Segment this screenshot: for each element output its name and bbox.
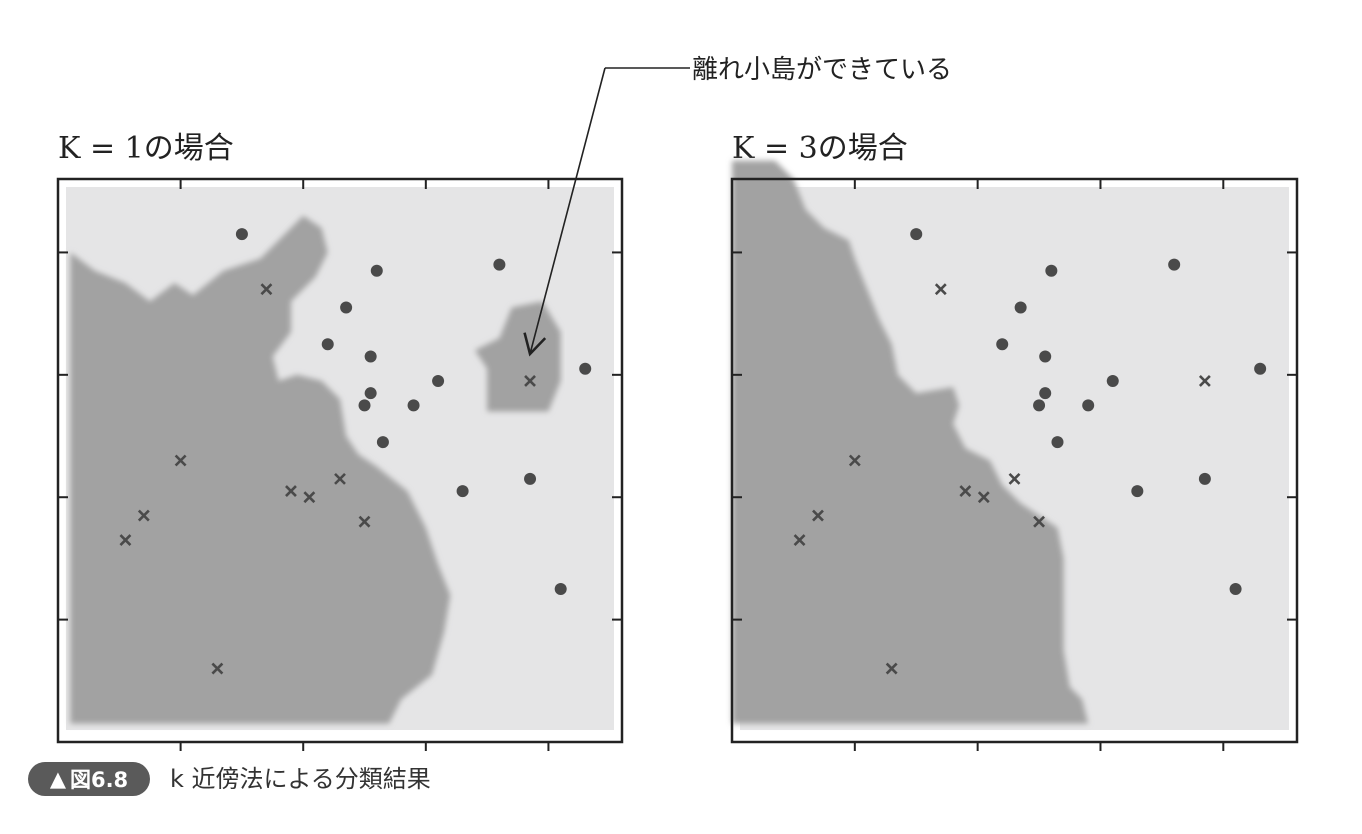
cross-point [977, 491, 990, 504]
circle-point [1229, 583, 1242, 596]
circle-point [554, 583, 567, 596]
figure-caption: k 近傍法による分類結果 [170, 765, 431, 793]
circle-point [364, 387, 377, 400]
cross-point [334, 472, 346, 485]
cross-stroke [793, 534, 806, 546]
circle-point [370, 264, 383, 277]
circle-point [1014, 301, 1027, 314]
cross-stroke [524, 375, 536, 387]
circle-point [910, 228, 923, 241]
cross-point [1008, 472, 1021, 485]
cross-point [1198, 375, 1211, 387]
cross-point [524, 375, 536, 387]
cross-stroke [211, 662, 224, 675]
cross-stroke [812, 509, 824, 522]
cross-point [358, 515, 371, 528]
figure-number-badge: ▲ 図6.8 [28, 762, 150, 796]
circle-point [432, 374, 445, 387]
cross-stroke [885, 662, 898, 675]
circle-point [321, 338, 334, 351]
plot-frame [730, 177, 1299, 744]
circle-point [1106, 374, 1119, 387]
annotation-arrow [523, 67, 606, 357]
cross-point [285, 485, 297, 498]
circle-point [340, 301, 353, 314]
circle-point [358, 399, 371, 412]
chart-title: K = 1の場合 [58, 131, 234, 166]
circle-point [493, 258, 506, 271]
circle-point [1039, 350, 1052, 363]
cross-point [260, 283, 273, 296]
cross-stroke [285, 485, 297, 498]
circle-point [996, 338, 1009, 351]
cross-point [793, 534, 806, 546]
plot-frame [56, 177, 624, 744]
cross-point [211, 662, 224, 675]
cross-stroke [119, 534, 132, 546]
circle-point [1039, 387, 1052, 400]
circle-point [524, 472, 537, 485]
circle-point [456, 485, 469, 498]
chart-panel-k3: K = 3の場合 [730, 131, 1299, 751]
cross-point [119, 534, 132, 546]
figure-number: 図6.8 [69, 768, 129, 792]
annotation: 離れ小島ができている [523, 55, 952, 357]
cross-stroke [137, 509, 150, 522]
cross-stroke [174, 454, 187, 467]
cross-stroke [334, 472, 346, 485]
cross-point [303, 491, 316, 504]
cross-point [959, 485, 972, 498]
annotation-text: 離れ小島ができている [692, 55, 952, 85]
isolated-island-region [474, 301, 561, 412]
circle-point [1045, 264, 1058, 277]
cross-point [812, 509, 824, 522]
cross-stroke [303, 491, 316, 504]
cross-point [885, 662, 898, 675]
circle-point [235, 228, 248, 241]
circle-point [1168, 258, 1181, 271]
circle-point [1131, 485, 1144, 498]
cross-point [137, 509, 150, 522]
cross-stroke [358, 515, 371, 528]
cross-point [174, 454, 187, 467]
cross-stroke [1198, 375, 1211, 387]
circle-point [364, 350, 377, 363]
cross-stroke [1033, 515, 1045, 528]
circle-point [1082, 399, 1095, 412]
plot-area [730, 160, 1299, 751]
chart-panel-k1: K = 1の場合 [56, 131, 624, 751]
cross-point [848, 454, 861, 467]
circle-point [1254, 362, 1267, 375]
chart-title: K = 3の場合 [732, 131, 908, 166]
circle-point [376, 436, 389, 449]
cross-stroke [848, 454, 861, 467]
circle-point [407, 399, 420, 412]
plot-area [56, 177, 624, 751]
circle-point [579, 362, 592, 375]
cross-point [1033, 515, 1045, 528]
cross-class-region [732, 160, 1089, 724]
cross-point [934, 283, 947, 296]
circle-point [1051, 436, 1064, 449]
cross-class-region [70, 215, 451, 724]
cross-stroke [1008, 472, 1021, 485]
cross-stroke [934, 283, 947, 296]
circle-point [1033, 399, 1046, 412]
cross-stroke [977, 491, 990, 504]
triangle-up-icon: ▲ [49, 767, 66, 791]
cross-stroke [959, 485, 972, 498]
cross-stroke [260, 283, 273, 296]
circle-point [1198, 472, 1211, 485]
